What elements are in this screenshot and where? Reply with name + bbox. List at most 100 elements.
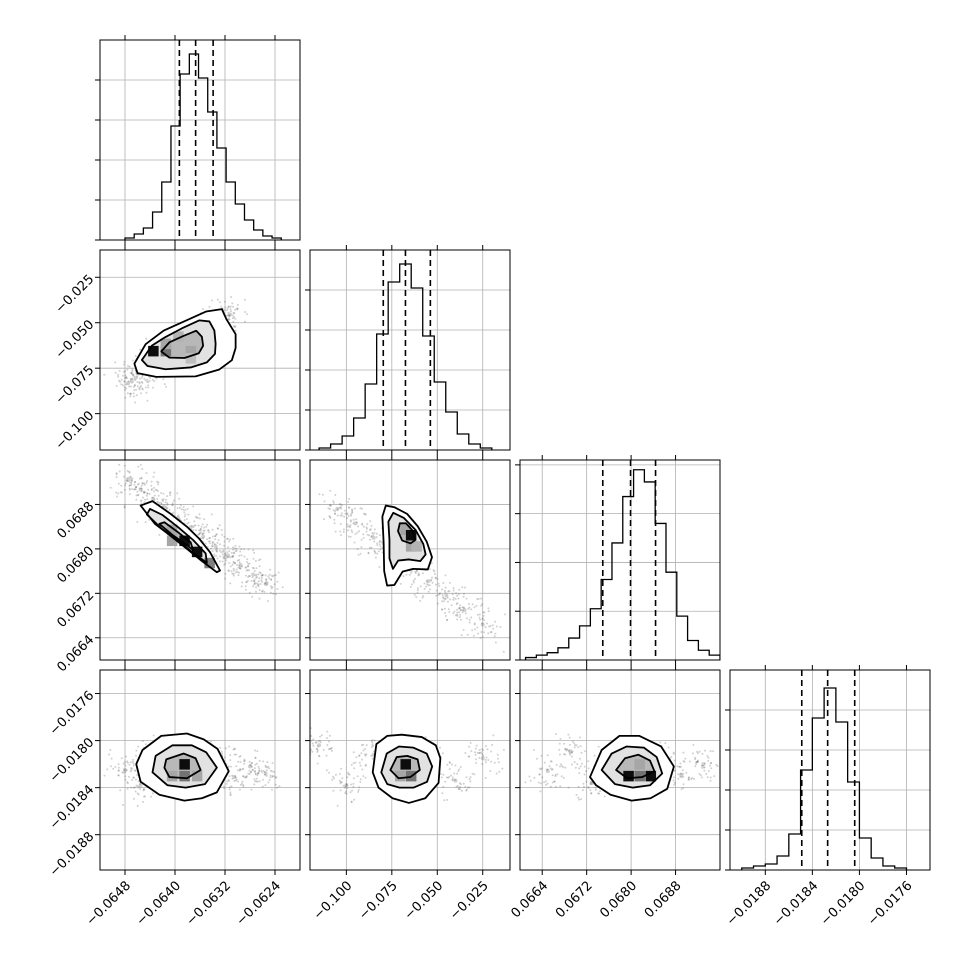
scatter-dot: [399, 582, 402, 585]
scatter-dot: [216, 298, 219, 301]
scatter-dot: [261, 785, 264, 788]
scatter-dot: [350, 520, 352, 523]
scatter-dot: [154, 488, 157, 491]
scatter-dot: [316, 751, 319, 753]
scatter-dot: [318, 739, 321, 742]
scatter-dot: [253, 583, 256, 586]
scatter-dot: [258, 597, 261, 600]
scatter-dot: [473, 622, 476, 625]
scatter-dot: [483, 631, 485, 634]
scatter-dot: [138, 388, 141, 391]
scatter-dot: [358, 786, 361, 789]
scatter-point: [248, 764, 252, 769]
scatter-dot: [457, 593, 460, 596]
axis-ticks: [305, 665, 484, 875]
scatter-dot: [207, 529, 210, 532]
scatter-dot: [224, 747, 227, 750]
scatter-point: [263, 581, 268, 586]
scatter-dot: [701, 766, 703, 769]
scatter-dot: [459, 766, 462, 768]
scatter-dot: [670, 755, 673, 758]
scatter-dot: [261, 574, 264, 577]
scatter-dot: [215, 533, 218, 536]
scatter-dot: [371, 532, 374, 535]
scatter-dot: [118, 470, 121, 473]
x-tick-label: −0.0640: [134, 878, 184, 928]
scatter-dot: [362, 775, 365, 778]
scatter-dot: [343, 786, 346, 789]
scatter-dot: [554, 774, 557, 776]
scatter-dot: [228, 315, 231, 318]
contour-line-3: [397, 522, 417, 545]
scatter-dot: [370, 754, 372, 757]
scatter-dot: [126, 470, 129, 472]
scatter-dot: [468, 786, 471, 789]
scatter-dot: [244, 585, 247, 588]
scatter-dot: [590, 792, 593, 794]
scatter-dot: [412, 581, 415, 584]
scatter-dot: [228, 318, 231, 321]
scatter-dot: [589, 783, 592, 786]
scatter-dot: [359, 507, 362, 510]
scatter-dot: [180, 508, 183, 511]
scatter-dot: [679, 762, 682, 765]
scatter-dot: [130, 381, 133, 384]
scatter-dot: [228, 788, 231, 791]
scatter-dot: [376, 552, 379, 555]
scatter-dot: [487, 607, 490, 610]
scatter-dot: [145, 494, 148, 497]
scatter-dot: [227, 311, 230, 314]
scatter-dot: [259, 558, 262, 561]
scatter-dot: [551, 774, 554, 777]
scatter-dot: [201, 537, 204, 540]
scatter-dot: [540, 782, 543, 785]
scatter-dot: [115, 476, 118, 479]
scatter-dot: [418, 573, 421, 576]
scatter-dot: [122, 371, 125, 373]
scatter-dot: [234, 571, 237, 574]
scatter-dot: [380, 541, 383, 544]
x-tick-label: −0.050: [402, 878, 447, 923]
scatter-dot: [481, 622, 484, 625]
scatter-dot: [184, 509, 187, 511]
scatter-dot: [598, 792, 601, 795]
panel-0-0: [95, 35, 301, 245]
scatter-dot: [594, 786, 597, 789]
scatter-dot: [223, 556, 226, 559]
scatter-dot: [457, 787, 460, 790]
scatter-dot: [498, 770, 501, 773]
scatter-dot: [707, 760, 710, 762]
scatter-dot: [184, 513, 187, 516]
scatter-dot: [484, 745, 487, 747]
grid-lines: [520, 460, 720, 660]
scatter-dot: [353, 777, 355, 780]
scatter-dot: [460, 618, 462, 621]
scatter-point: [344, 783, 349, 788]
scatter-dot: [574, 766, 577, 769]
scatter-dot: [703, 762, 706, 765]
scatter-dot: [345, 792, 348, 795]
scatter-dot: [482, 754, 485, 757]
scatter-dot: [132, 797, 135, 800]
scatter-dot: [444, 574, 447, 577]
scatter-dot: [135, 486, 138, 489]
scatter-dot: [590, 792, 593, 795]
scatter-dot: [540, 768, 542, 771]
scatter-dot: [151, 792, 154, 795]
scatter-dot: [370, 535, 373, 538]
scatter-dot: [468, 755, 471, 758]
scatter-dot: [136, 385, 139, 388]
scatter-dot: [124, 771, 127, 774]
scatter-dot: [232, 548, 235, 551]
y-tick-label: −0.025: [53, 272, 98, 317]
scatter-dot: [125, 387, 128, 390]
scatter-dot: [564, 753, 567, 756]
scatter-dot: [366, 533, 369, 536]
scatter-dot: [471, 603, 474, 606]
scatter-dot: [123, 360, 126, 363]
contour-line-3: [163, 752, 202, 780]
scatter-dot: [679, 775, 682, 778]
scatter-dot: [266, 766, 268, 769]
scatter-dot: [132, 373, 135, 376]
scatter-dot: [226, 551, 229, 554]
